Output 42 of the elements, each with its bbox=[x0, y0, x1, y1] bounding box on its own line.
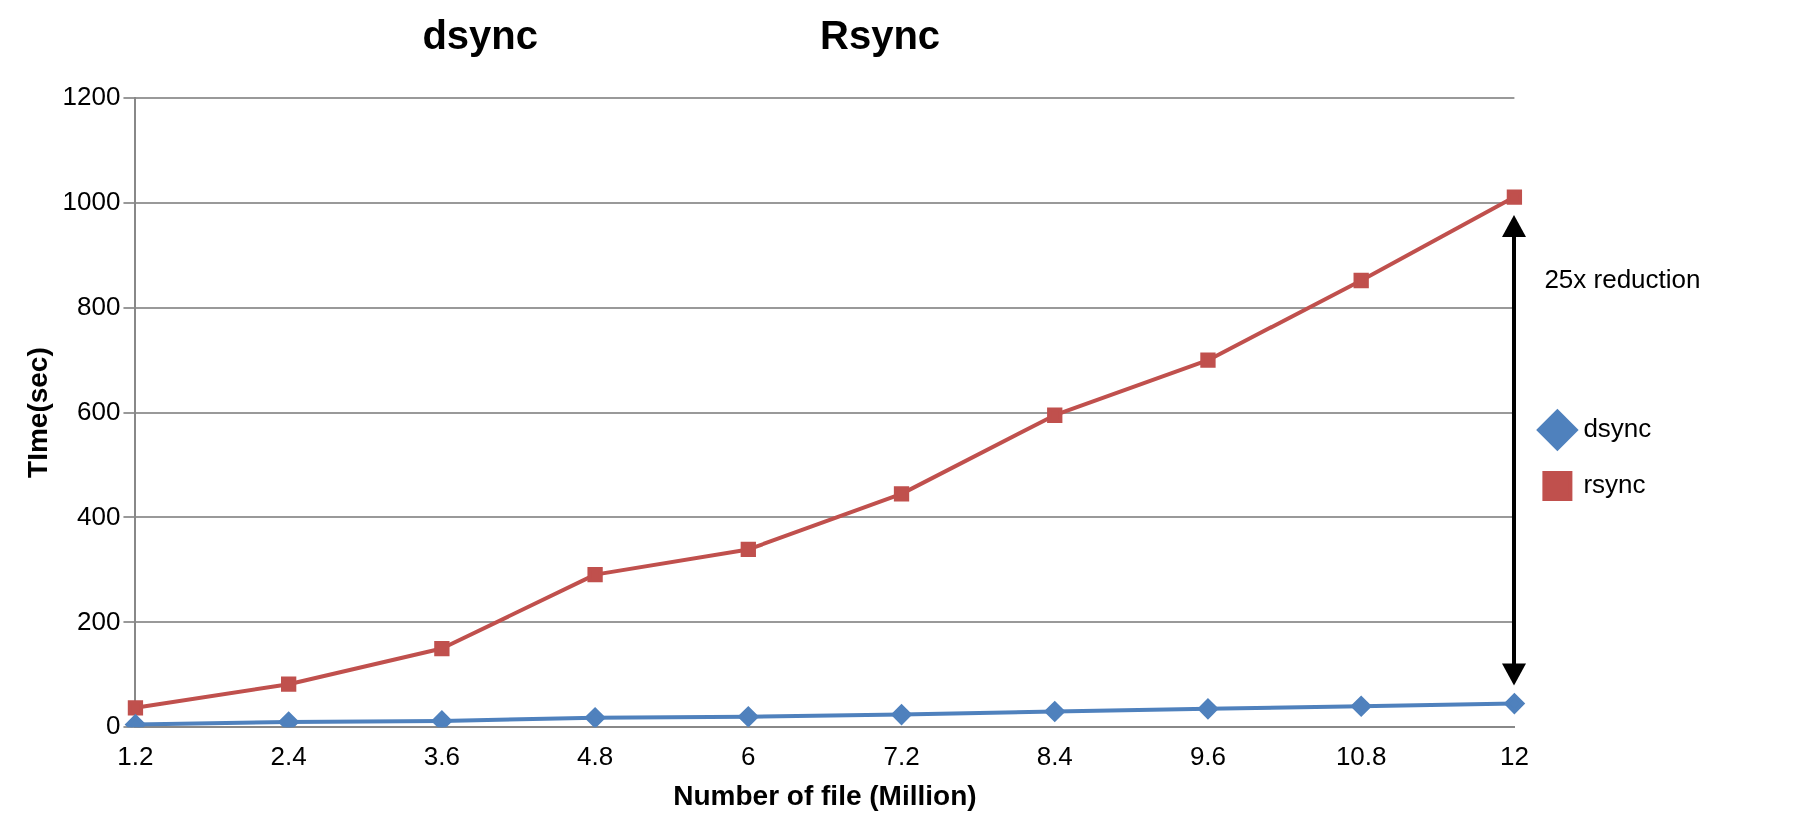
legend-label: rsync bbox=[1583, 469, 1733, 500]
y-tick-label: 1000 bbox=[62, 186, 121, 217]
point bbox=[740, 541, 756, 558]
x-tick-label: 6 bbox=[741, 740, 756, 771]
text: dsync bbox=[422, 13, 538, 58]
point bbox=[434, 640, 450, 657]
y-axis-title: TIme(sec) bbox=[21, 347, 53, 478]
x-tick-label: 2.4 bbox=[270, 740, 307, 771]
x-tick-label: 4.8 bbox=[577, 740, 614, 771]
point bbox=[1506, 189, 1523, 205]
legend-label: dsync bbox=[1583, 413, 1739, 444]
point bbox=[1044, 701, 1065, 722]
x-tick-label: 1.2 bbox=[117, 740, 154, 771]
point bbox=[1504, 693, 1525, 714]
point bbox=[891, 704, 912, 725]
point bbox=[738, 706, 759, 727]
point bbox=[585, 707, 606, 728]
point bbox=[893, 486, 910, 502]
x-tick-label: 3.6 bbox=[423, 740, 460, 771]
point bbox=[431, 710, 452, 728]
y-tick-label: 800 bbox=[77, 290, 121, 321]
point bbox=[1351, 696, 1372, 717]
point bbox=[1047, 407, 1063, 423]
point bbox=[1200, 352, 1216, 368]
x-tick-label: 7.2 bbox=[883, 740, 920, 771]
x-tick-label: 8.4 bbox=[1036, 740, 1073, 771]
point bbox=[127, 700, 144, 716]
x-axis-title: Number of file (Million) bbox=[673, 779, 977, 811]
point bbox=[1353, 272, 1369, 289]
text: 25x reduction bbox=[1544, 263, 1701, 294]
y-tick-label: 1200 bbox=[62, 81, 121, 112]
x-tick-label: 10.8 bbox=[1335, 740, 1387, 771]
point bbox=[1197, 698, 1218, 719]
point bbox=[587, 566, 603, 583]
y-tick-label: 400 bbox=[77, 500, 121, 531]
y-tick-label: 200 bbox=[77, 605, 121, 636]
y-tick-label: 0 bbox=[105, 710, 121, 741]
text: Rsync bbox=[820, 13, 941, 58]
x-tick-label: 12 bbox=[1499, 740, 1529, 771]
y-tick-label: 600 bbox=[77, 395, 121, 426]
point bbox=[281, 676, 297, 692]
x-tick-label: 9.6 bbox=[1189, 740, 1227, 771]
